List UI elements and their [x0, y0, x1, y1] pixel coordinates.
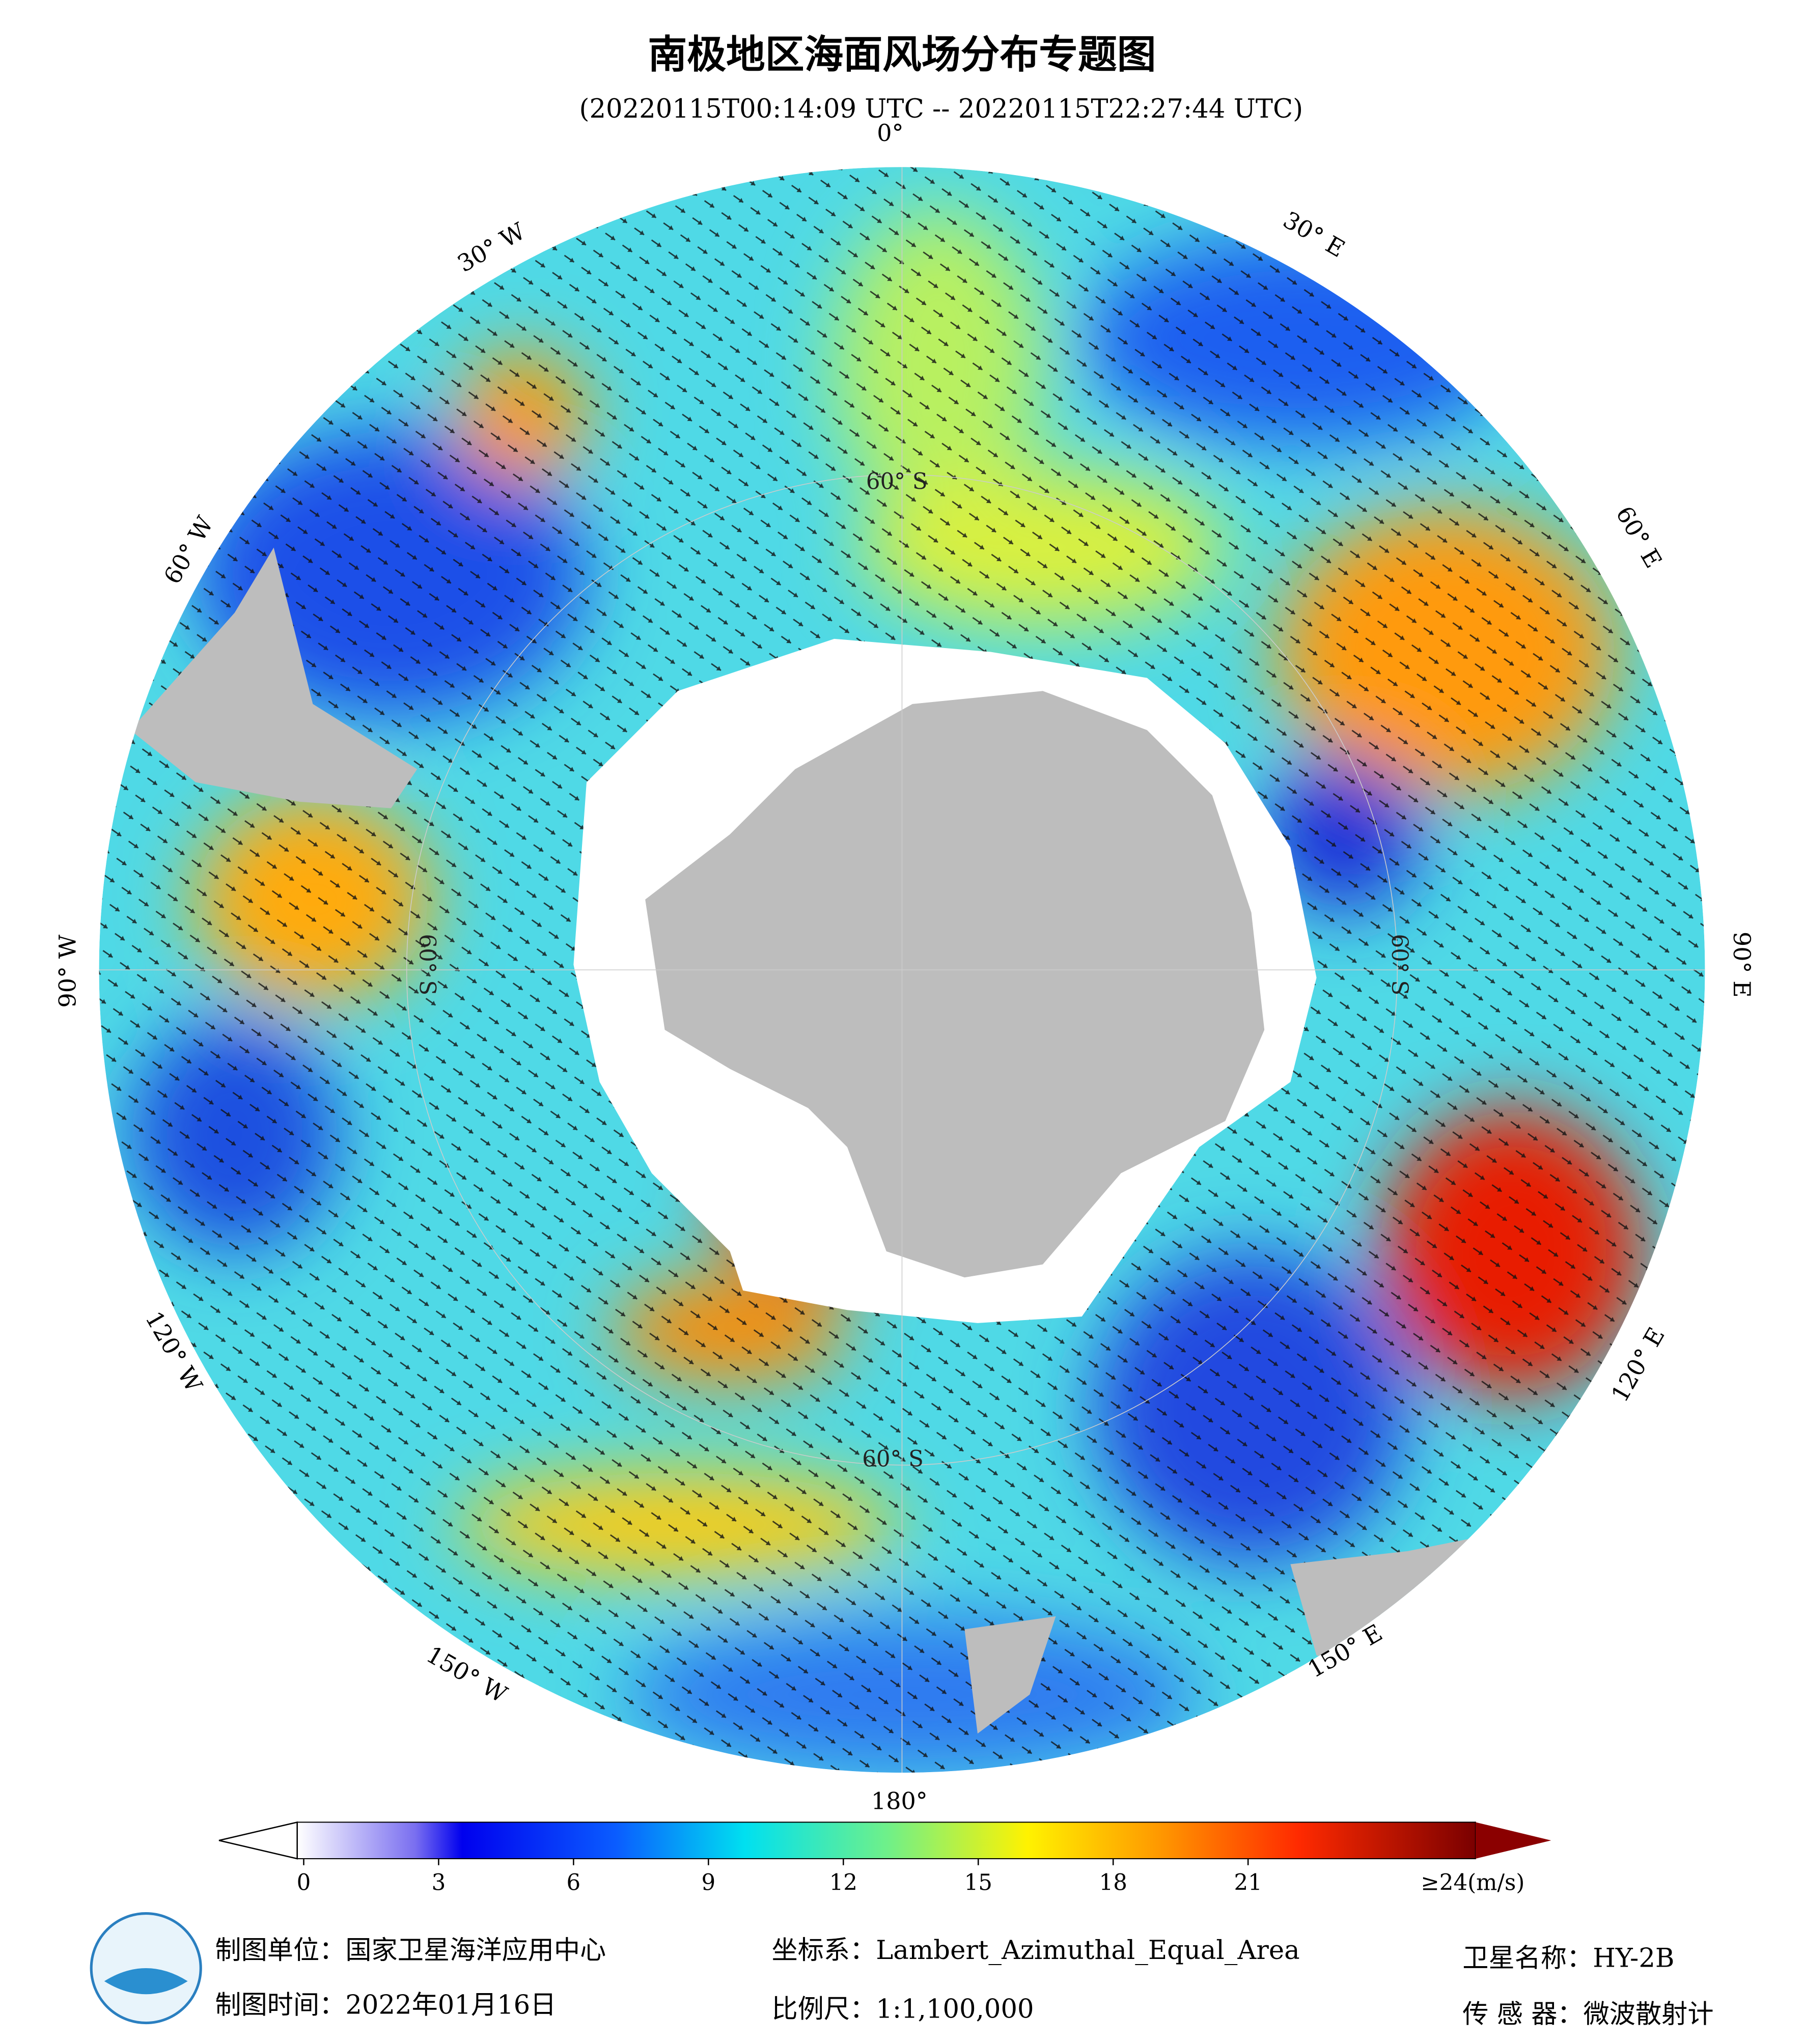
footer-scale: 比例尺：1:1,100,000: [772, 1994, 1034, 2024]
footer-unit: 制图单位：国家卫星海洋应用中心: [215, 1935, 606, 1966]
latitude-label: 60° S: [1386, 934, 1412, 995]
colorbar-min-arrow: [218, 1821, 298, 1860]
footer-satellite: 卫星名称：HY-2B: [1462, 1943, 1674, 1973]
longitude-label: 180°: [871, 1787, 928, 1815]
latitude-label: 60° S: [866, 469, 928, 494]
colorbar-tick-label: 6: [567, 1870, 581, 1895]
colorbar-tick-label: 15: [964, 1870, 992, 1895]
longitude-label: 60° E: [1611, 501, 1668, 573]
colorbar-tick-label: 12: [829, 1870, 857, 1895]
longitude-label: 90° E: [1728, 932, 1756, 998]
longitude-label: 30° E: [1279, 206, 1350, 263]
colorbar-tick-label: 3: [432, 1870, 446, 1895]
footer-sensor: 传 感 器：微波散射计: [1462, 1999, 1713, 2030]
footer-crs: 坐标系：Lambert_Azimuthal_Equal_Area: [772, 1935, 1300, 1966]
graticule: [99, 167, 1705, 1773]
longitude-label: 90° W: [53, 934, 81, 1007]
title: 南极地区海面风场分布专题图: [648, 33, 1156, 78]
latitude-label: 60° S: [414, 934, 439, 995]
colorbar-max-arrow: [1475, 1822, 1551, 1859]
latitude-label: 60° S: [862, 1446, 924, 1472]
colorbar-tick-label: 9: [702, 1870, 716, 1895]
antarctica: [645, 691, 1265, 1278]
footer-date: 制图时间：2022年01月16日: [215, 1990, 556, 2021]
island: [964, 1616, 1056, 1734]
logo: [90, 1912, 202, 2025]
colorbar-tick-label: 0: [297, 1870, 311, 1895]
longitude-label: 0°: [877, 119, 903, 147]
subtitle: (20220115T00:14:09 UTC -- 20220115T22:27…: [579, 94, 1303, 124]
colorbar: [296, 1822, 1476, 1860]
south-america: [130, 547, 418, 808]
colorbar-tick-label: 18: [1099, 1870, 1127, 1895]
colorbar-tick-label: 21: [1234, 1870, 1262, 1895]
colorbar-max-label: ≥24(m/s): [1421, 1870, 1524, 1895]
